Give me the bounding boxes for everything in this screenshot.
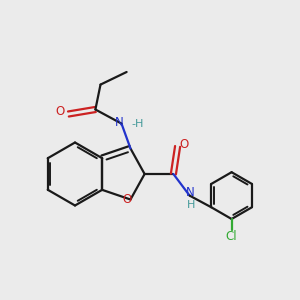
Text: N: N [186,186,195,199]
Text: -H: -H [131,118,143,129]
Text: O: O [56,105,64,118]
Text: O: O [180,138,189,152]
Text: O: O [122,193,131,206]
Text: N: N [115,116,124,129]
Text: Cl: Cl [226,230,237,244]
Text: H: H [187,200,196,210]
